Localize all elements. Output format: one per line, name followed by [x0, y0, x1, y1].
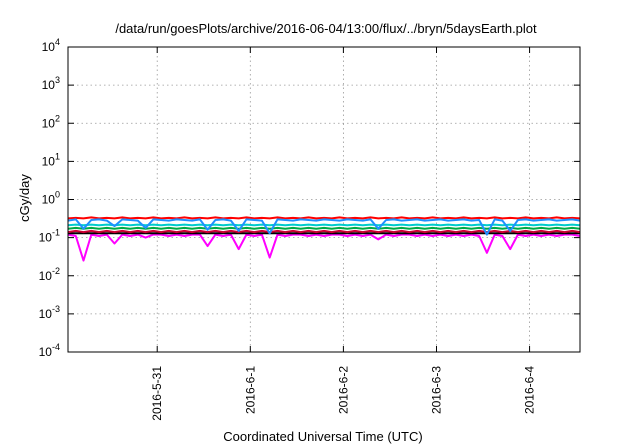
y-tick-label: 101	[42, 151, 60, 168]
series-line	[67, 223, 581, 227]
x-tick-label: 2016-6-4	[523, 366, 537, 414]
y-tick-label: 102	[42, 113, 60, 130]
chart-title: /data/run/goesPlots/archive/2016-06-04/1…	[115, 21, 537, 36]
series-line	[67, 218, 581, 236]
grid	[68, 47, 580, 352]
y-tick-label: 10-4	[39, 342, 60, 359]
series-line	[67, 233, 581, 262]
x-axis-ticks: 2016-5-31 2016-6-1 2016-6-2 2016-6-3 2016-6-…	[150, 47, 537, 421]
x-axis-label: Coordinated Universal Time (UTC)	[223, 429, 422, 444]
y-axis-ticks: 10-4 10-3 10-2 10-1 100 101 102 103 104	[39, 37, 580, 359]
y-tick-label: 100	[42, 190, 60, 207]
y-tick-label: 104	[42, 37, 60, 54]
x-tick-label: 2016-5-31	[150, 366, 164, 421]
y-axis-label: cGy/day	[17, 174, 32, 222]
x-tick-label: 2016-6-1	[243, 366, 257, 414]
series-line	[67, 226, 581, 230]
y-tick-label: 10-2	[39, 266, 60, 283]
y-tick-label: 10-1	[39, 228, 60, 245]
x-tick-label: 2016-6-3	[429, 366, 443, 414]
series-layer	[67, 216, 581, 262]
series-line	[67, 216, 581, 220]
y-tick-label: 103	[42, 75, 60, 92]
series-line	[67, 229, 581, 234]
x-tick-label: 2016-6-2	[336, 366, 350, 414]
y-tick-label: 10-3	[39, 304, 60, 321]
